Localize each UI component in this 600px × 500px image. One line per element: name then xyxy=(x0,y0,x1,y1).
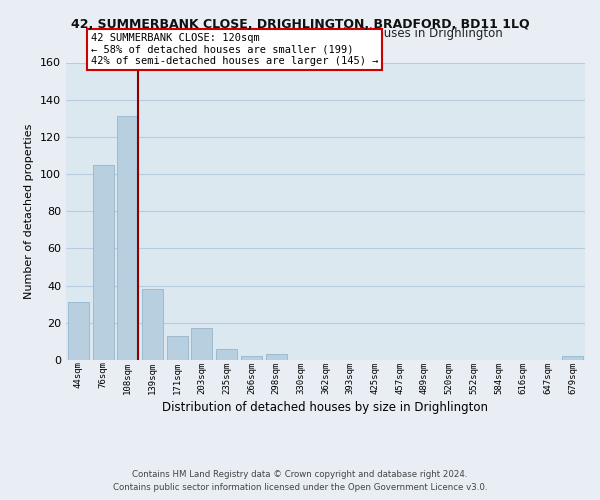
Bar xyxy=(92,165,113,360)
Bar xyxy=(562,356,583,360)
Text: 42 SUMMERBANK CLOSE: 120sqm
← 58% of detached houses are smaller (199)
42% of se: 42 SUMMERBANK CLOSE: 120sqm ← 58% of det… xyxy=(91,33,378,66)
Bar xyxy=(117,116,138,360)
Title: Size of property relative to detached houses in Drighlington: Size of property relative to detached ho… xyxy=(148,28,503,40)
Bar xyxy=(191,328,212,360)
Bar xyxy=(167,336,188,360)
Bar xyxy=(68,302,89,360)
Bar xyxy=(142,290,163,360)
Text: Contains HM Land Registry data © Crown copyright and database right 2024.
Contai: Contains HM Land Registry data © Crown c… xyxy=(113,470,487,492)
Y-axis label: Number of detached properties: Number of detached properties xyxy=(25,124,34,299)
Bar xyxy=(216,349,237,360)
Bar xyxy=(266,354,287,360)
X-axis label: Distribution of detached houses by size in Drighlington: Distribution of detached houses by size … xyxy=(163,400,488,413)
Text: 42, SUMMERBANK CLOSE, DRIGHLINGTON, BRADFORD, BD11 1LQ: 42, SUMMERBANK CLOSE, DRIGHLINGTON, BRAD… xyxy=(71,18,529,30)
Bar xyxy=(241,356,262,360)
